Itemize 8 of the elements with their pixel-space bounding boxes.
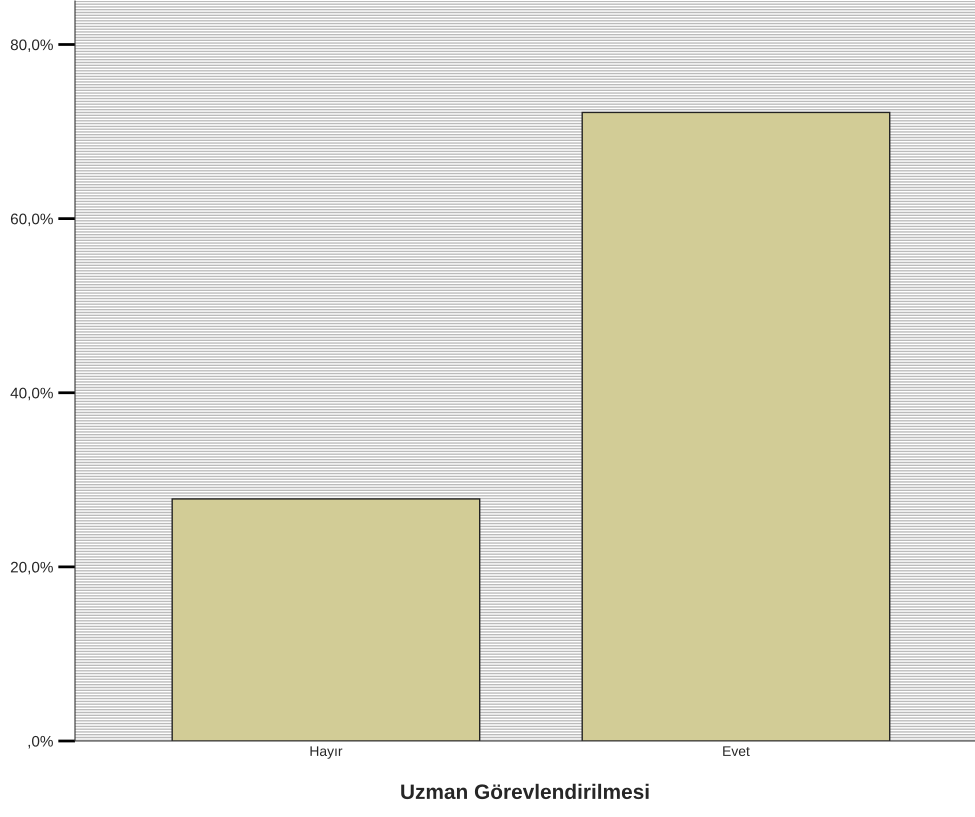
x-tick-label: Hayır <box>310 746 342 759</box>
y-tick-label: 40,0% <box>10 388 53 400</box>
y-tick-label: 80,0% <box>10 39 53 52</box>
y-tick-label: ,0% <box>28 736 53 748</box>
y-tick-label: 20,0% <box>10 562 53 574</box>
x-axis-title: Uzman Görevlendirilmesi <box>401 784 649 800</box>
y-tick-label: 60,0% <box>10 214 53 226</box>
x-tick-label: Evet <box>723 746 750 756</box>
